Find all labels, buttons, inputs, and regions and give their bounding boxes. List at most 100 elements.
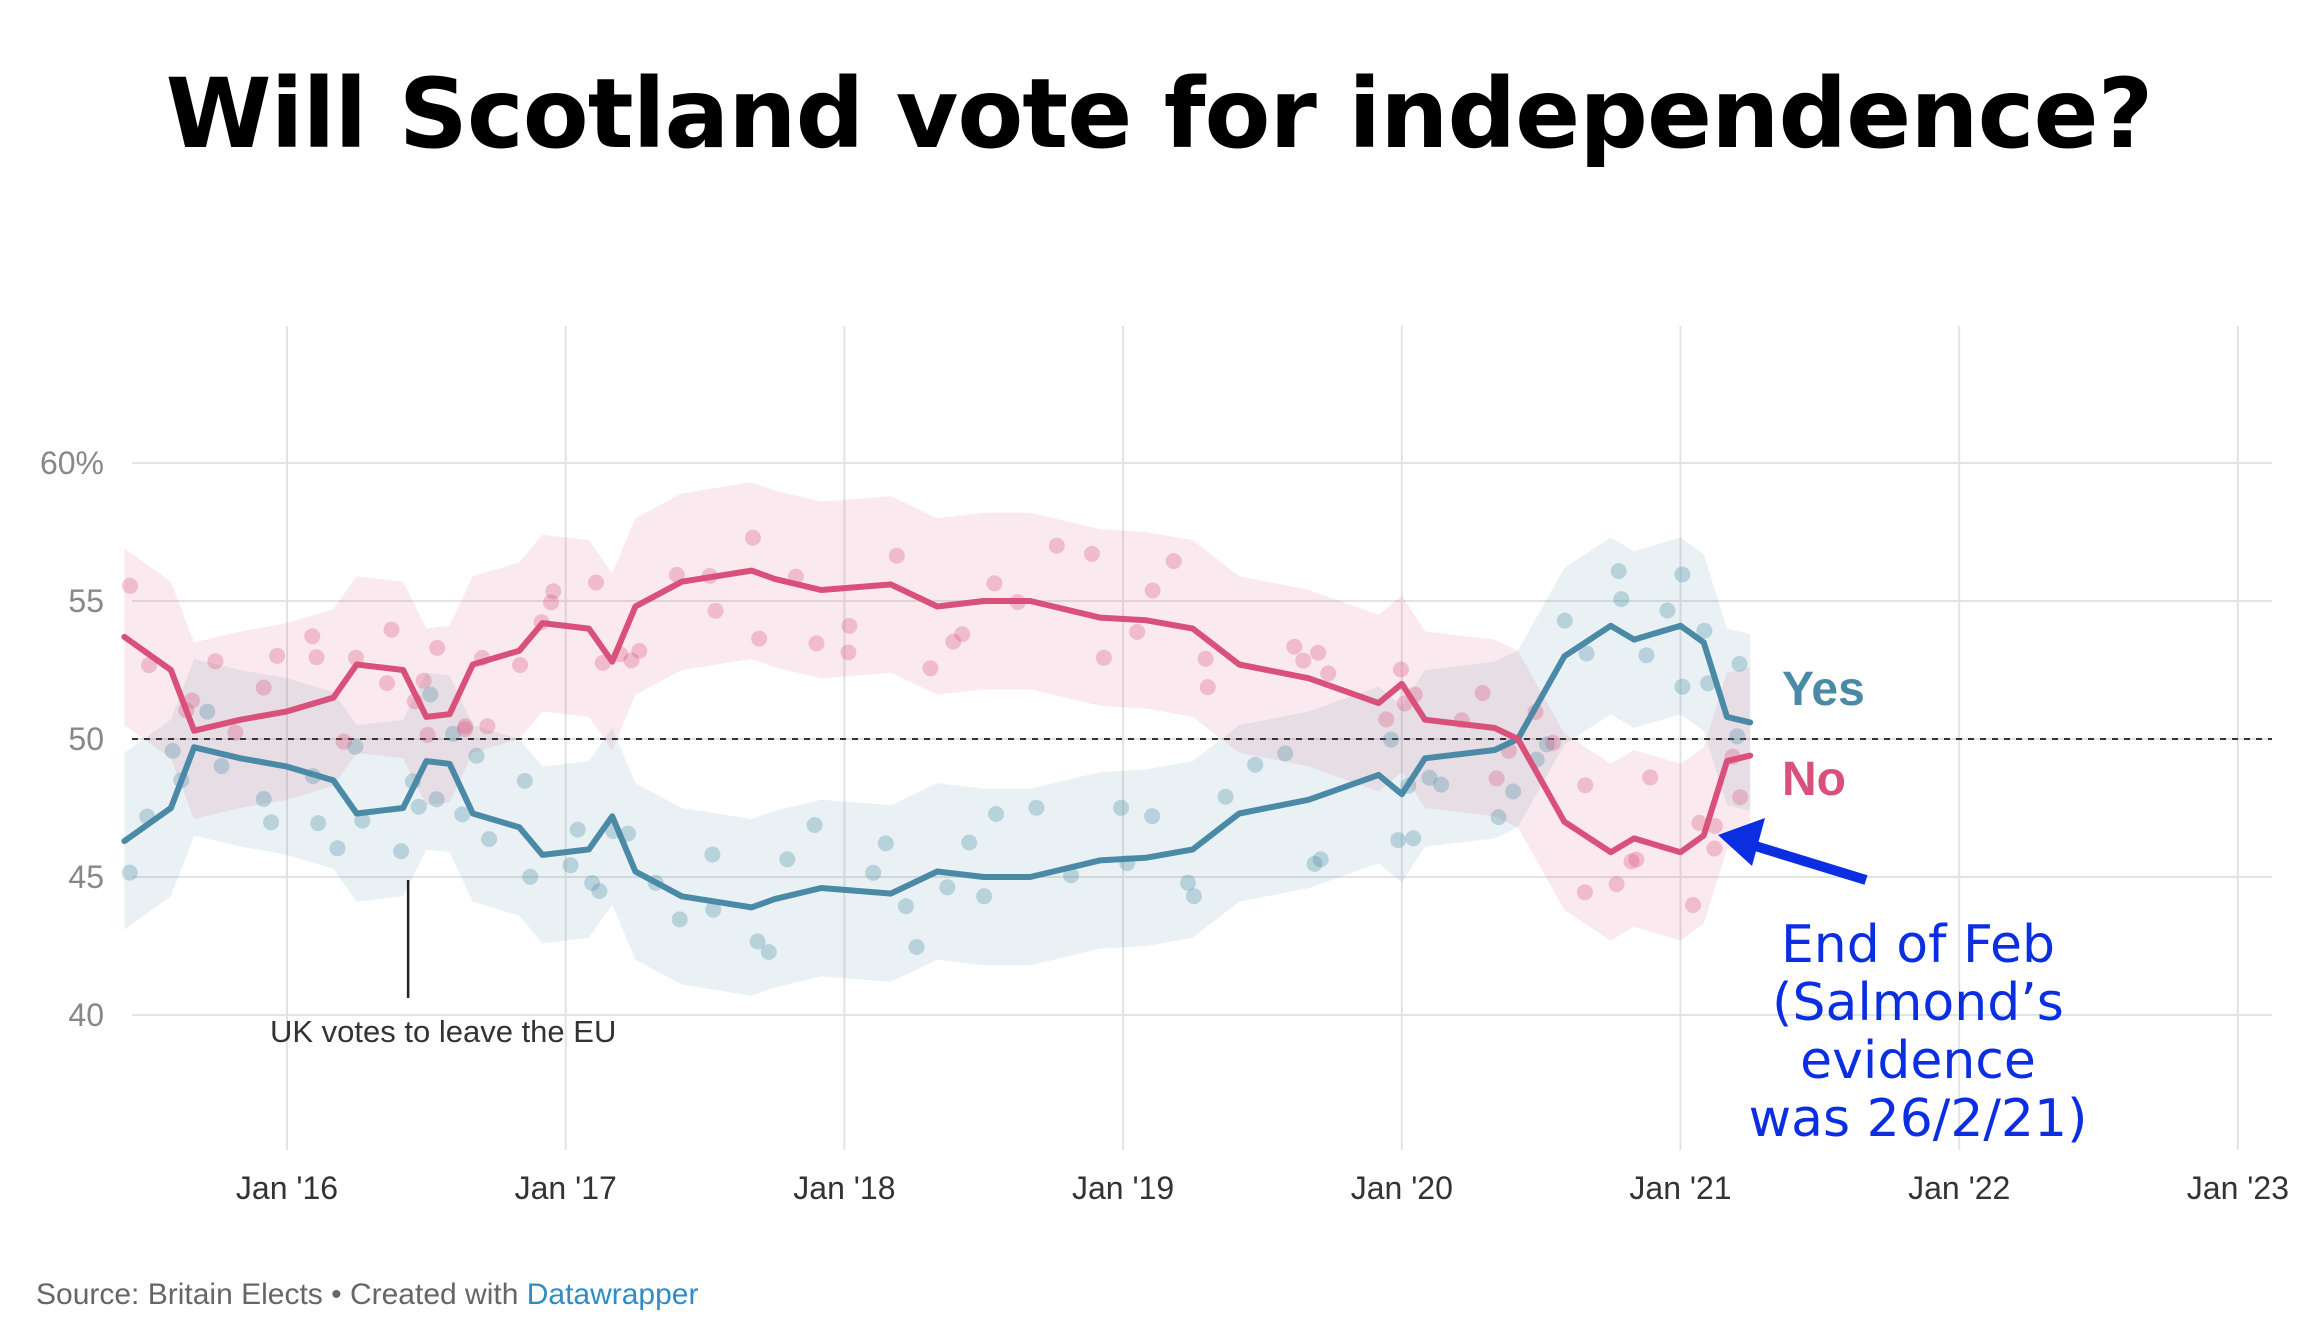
- yes-poll-dot: [897, 898, 914, 915]
- yes-poll-dot: [255, 791, 272, 807]
- yes-poll-dot: [704, 846, 721, 863]
- yes-poll-dot: [1696, 622, 1713, 639]
- no-poll-dot: [1474, 685, 1491, 701]
- yes-poll-dot: [908, 939, 925, 955]
- no-poll-dot: [840, 644, 857, 661]
- no-poll-dot: [986, 575, 1003, 592]
- no-poll-dot: [1199, 679, 1216, 696]
- no-poll-dot: [808, 635, 825, 652]
- yes-poll-dot: [1421, 769, 1438, 786]
- no-poll-dot: [954, 626, 971, 643]
- arrow-head: [1718, 818, 1765, 866]
- no-poll-dot: [227, 724, 244, 741]
- no-poll-dot: [1628, 851, 1645, 868]
- no-poll-dot: [1577, 777, 1594, 794]
- yes-poll-dot: [164, 742, 181, 759]
- no-poll-dot: [141, 657, 157, 674]
- yes-poll-dot: [671, 911, 688, 928]
- no-poll-dot: [841, 617, 858, 634]
- yes-poll-dot: [1729, 728, 1746, 745]
- yes-poll-dot: [1312, 851, 1329, 868]
- yes-poll-dot: [310, 815, 327, 832]
- no-poll-dot: [122, 577, 138, 594]
- no-poll-dot: [751, 630, 768, 647]
- yes-poll-dot: [354, 812, 371, 829]
- no-poll-dot: [1129, 623, 1146, 640]
- yes-poll-dot: [1383, 731, 1399, 748]
- no-poll-dot: [512, 657, 529, 673]
- y-tick-label: 60%: [40, 445, 104, 481]
- y-tick-label: 45: [68, 859, 104, 895]
- yes-poll-dot: [1433, 776, 1450, 793]
- yes-poll-dot: [1180, 874, 1196, 891]
- yes-poll-dot: [522, 868, 539, 885]
- no-poll-dot: [588, 574, 604, 591]
- yes-poll-dot: [1277, 745, 1294, 762]
- no-poll-dot: [308, 649, 325, 666]
- datawrapper-link[interactable]: Datawrapper: [526, 1278, 699, 1311]
- no-poll-dot: [456, 721, 473, 738]
- yes-poll-dot: [481, 831, 498, 848]
- no-poll-dot: [304, 628, 321, 645]
- no-series-label: No: [1782, 753, 1846, 806]
- yes-poll-dot: [988, 806, 1005, 822]
- series-labels: Yes No: [1782, 663, 1865, 806]
- yes-poll-dot: [422, 686, 439, 703]
- yes-poll-dot: [428, 791, 445, 808]
- yes-poll-dot: [1613, 591, 1630, 608]
- no-poll-dot: [183, 692, 200, 709]
- yes-poll-dot: [1390, 832, 1407, 849]
- salmond-annotation-line: End of Feb: [1781, 915, 2055, 975]
- x-tick-label: Jan '22: [1908, 1170, 2010, 1206]
- yes-poll-dot: [199, 703, 216, 720]
- no-poll-dot: [945, 633, 962, 650]
- no-poll-dot: [1732, 789, 1749, 806]
- no-poll-dot: [1295, 652, 1312, 669]
- no-poll-dot: [707, 602, 724, 619]
- no-poll-dot: [1197, 650, 1214, 667]
- no-poll-dot: [207, 653, 224, 670]
- x-tick-label: Jan '17: [515, 1170, 617, 1206]
- no-poll-dot: [922, 660, 939, 677]
- yes-poll-dot: [562, 857, 579, 874]
- y-tick-label: 40: [68, 997, 104, 1033]
- yes-poll-dot: [468, 747, 485, 764]
- no-poll-dot: [1378, 711, 1395, 728]
- y-tick-label: 55: [68, 583, 104, 619]
- yes-poll-dot: [1028, 799, 1045, 816]
- yes-poll-dot: [454, 806, 471, 823]
- footer: Source: Britain Elects • Created with Da…: [36, 1278, 698, 1312]
- no-poll-dot: [457, 718, 474, 735]
- brexit-annotation: UK votes to leave the EU: [270, 1014, 616, 1049]
- no-line: [121, 567, 1754, 856]
- yes-poll-dot: [1556, 612, 1573, 629]
- yes-poll-dot: [445, 725, 462, 742]
- yes-poll-dot: [1505, 783, 1522, 800]
- no-poll-dot: [348, 649, 364, 666]
- x-tick-label: Jan '16: [236, 1170, 338, 1206]
- no-poll-dot: [1544, 734, 1561, 751]
- y-axis-ticks: 40 45 50 55 60%: [40, 445, 104, 1033]
- arrow-shaft: [1750, 840, 1868, 885]
- yes-poll-dot: [961, 834, 978, 851]
- x-tick-label: Jan '18: [793, 1170, 895, 1206]
- no-poll-dot: [545, 583, 562, 600]
- yes-poll-dot: [1405, 830, 1422, 847]
- yes-poll-dot: [516, 772, 533, 789]
- yes-poll-dot: [347, 738, 364, 755]
- no-poll-dot: [1623, 853, 1640, 870]
- yes-poll-dot: [1063, 867, 1079, 884]
- no-poll-dot: [1310, 644, 1327, 661]
- yes-band: [124, 537, 1751, 996]
- no-poll-dot: [1685, 897, 1701, 913]
- x-tick-label: Jan '23: [2187, 1170, 2289, 1206]
- no-poll-dot: [1286, 638, 1303, 655]
- yes-poll-dot: [1217, 788, 1234, 805]
- x-axis-ticks: Jan '16 Jan '17 Jan '18 Jan '19 Jan '20 Jan '…: [236, 1170, 2289, 1206]
- no-poll-dot: [543, 594, 559, 611]
- no-poll-dot: [1048, 537, 1065, 554]
- salmond-annotation-line: evidence: [1800, 1031, 2036, 1091]
- yes-poll-dot: [1638, 647, 1655, 664]
- salmond-annotation-line: (Salmond’s: [1772, 973, 2064, 1033]
